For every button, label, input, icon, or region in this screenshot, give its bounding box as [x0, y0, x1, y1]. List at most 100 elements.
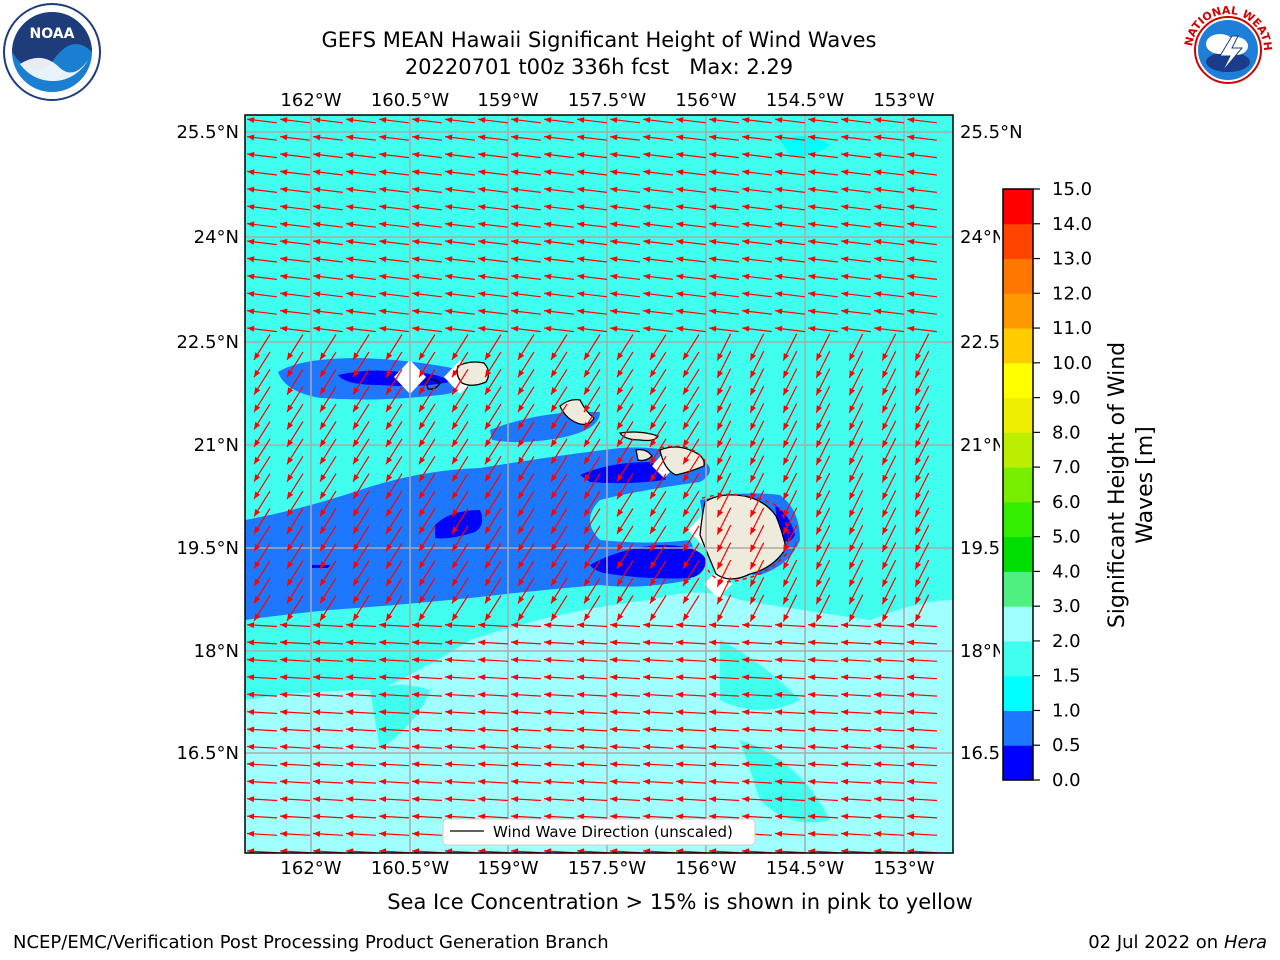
- wind-wave-arrow: [874, 325, 904, 333]
- wind-wave-arrow: [841, 238, 871, 246]
- wind-wave-arrow: [345, 656, 377, 663]
- wind-wave-arrow: [313, 117, 343, 124]
- wind-wave-arrow: [246, 674, 278, 681]
- wind-wave-arrow: [807, 726, 839, 733]
- wind-wave-arrow: [378, 691, 410, 698]
- wind-wave-arrow: [676, 308, 706, 315]
- wind-wave-arrow: [346, 291, 376, 298]
- wind-wave-arrow: [385, 595, 403, 622]
- wind-wave-arrow: [253, 542, 271, 570]
- wind-wave-arrow: [848, 507, 864, 535]
- wind-wave-arrow: [774, 622, 806, 629]
- wind-wave-arrow: [840, 796, 872, 803]
- wind-wave-arrow: [874, 204, 904, 211]
- wind-wave-arrow: [840, 656, 872, 663]
- colorbar-swatch: [1003, 432, 1033, 468]
- wind-wave-arrow: [253, 334, 271, 361]
- wind-wave-arrow: [782, 472, 798, 501]
- wind-wave-arrow: [741, 709, 773, 716]
- wind-wave-arrow: [445, 221, 475, 228]
- wind-wave-arrow: [881, 542, 897, 570]
- wind-wave-arrow: [609, 691, 641, 698]
- lon-tick-label-bottom: 159°W: [477, 858, 538, 879]
- wind-wave-arrow: [774, 639, 806, 646]
- wind-wave-arrow: [643, 325, 673, 333]
- wind-wave-arrow: [610, 308, 640, 315]
- wind-wave-arrow: [478, 221, 508, 228]
- wind-wave-arrow: [352, 508, 370, 535]
- wind-wave-arrow: [412, 273, 442, 280]
- wind-wave-arrow: [775, 325, 805, 333]
- wind-wave-arrow: [643, 291, 673, 298]
- wind-wave-arrow: [841, 256, 871, 263]
- wind-wave-arrow: [352, 525, 370, 552]
- wind-wave-arrow: [445, 134, 475, 141]
- wind-wave-arrow: [379, 308, 409, 315]
- wind-wave-arrow: [444, 656, 476, 663]
- wind-wave-arrow: [312, 796, 344, 803]
- wind-wave-arrow: [749, 524, 765, 553]
- wind-wave-arrow: [379, 238, 409, 246]
- wind-wave-arrow: [418, 455, 436, 483]
- colorbar-tick-label: 5.0: [1052, 527, 1081, 548]
- wind-wave-arrow: [774, 674, 806, 681]
- wind-wave-arrow: [642, 709, 674, 716]
- wind-wave-arrow: [385, 438, 403, 465]
- map-frame: [244, 114, 954, 854]
- wind-wave-arrow: [741, 622, 773, 629]
- wind-wave-arrow: [749, 350, 765, 379]
- wind-wave-arrow: [319, 386, 337, 413]
- wind-wave-arrow: [742, 221, 772, 228]
- wind-wave-arrow: [682, 334, 700, 361]
- wind-wave-arrow: [749, 577, 765, 605]
- wind-wave-arrow: [352, 368, 370, 396]
- island-kauai: [456, 361, 490, 386]
- colorbar-tick-label: 0.5: [1052, 735, 1081, 756]
- wind-wave-arrow: [775, 169, 805, 176]
- wind-wave-arrow: [412, 204, 442, 211]
- wind-wave-arrow: [742, 291, 772, 298]
- wind-wave-arrow: [484, 351, 502, 378]
- wind-wave-arrow: [815, 333, 831, 361]
- wind-wave-arrow: [914, 507, 930, 535]
- colorbar-tick-label: 3.0: [1052, 596, 1081, 617]
- wind-wave-arrow: [848, 420, 864, 448]
- wind-wave-arrow: [378, 674, 410, 681]
- wind-wave-arrow: [682, 368, 700, 396]
- wind-wave-arrow: [616, 438, 634, 465]
- wind-wave-arrow: [808, 151, 838, 159]
- wind-wave-arrow: [346, 221, 376, 228]
- wind-wave-arrow: [444, 691, 476, 698]
- wind-wave-arrow: [583, 421, 601, 448]
- wind-wave-arrow: [676, 256, 706, 263]
- wind-wave-arrow: [583, 438, 601, 465]
- wind-wave-arrow: [676, 186, 706, 193]
- wind-wave-arrow: [411, 674, 443, 681]
- wind-wave-arrow: [774, 743, 806, 750]
- wind-wave-arrow: [675, 778, 707, 785]
- wind-wave-arrow: [848, 385, 864, 414]
- wind-wave-arrow: [478, 186, 508, 193]
- wind-wave-arrow: [312, 743, 344, 750]
- wind-wave-arrow: [815, 368, 831, 396]
- wind-wave-arrow: [775, 186, 805, 193]
- wind-wave-arrow: [643, 273, 673, 280]
- wind-wave-arrow: [550, 403, 568, 430]
- wind-wave-arrow: [676, 117, 706, 124]
- map-panel: [245, 115, 953, 853]
- wind-wave-arrow: [385, 334, 403, 361]
- wind-wave-arrow: [848, 455, 864, 483]
- wind-wave-arrow: [841, 169, 871, 176]
- wind-wave-arrow: [319, 525, 337, 552]
- wind-wave-arrow: [577, 291, 607, 298]
- wind-wave-arrow: [319, 351, 337, 378]
- wind-wave-arrow: [649, 525, 667, 552]
- wind-wave-arrow: [451, 490, 469, 517]
- wind-wave-arrow: [576, 691, 608, 698]
- wind-wave-arrow: [319, 508, 337, 535]
- wind-wave-arrow: [418, 386, 436, 413]
- wind-wave-arrow: [543, 674, 575, 681]
- wind-wave-arrow: [445, 325, 475, 333]
- wind-wave-arrow: [716, 455, 732, 483]
- wind-wave-arrow: [742, 256, 772, 263]
